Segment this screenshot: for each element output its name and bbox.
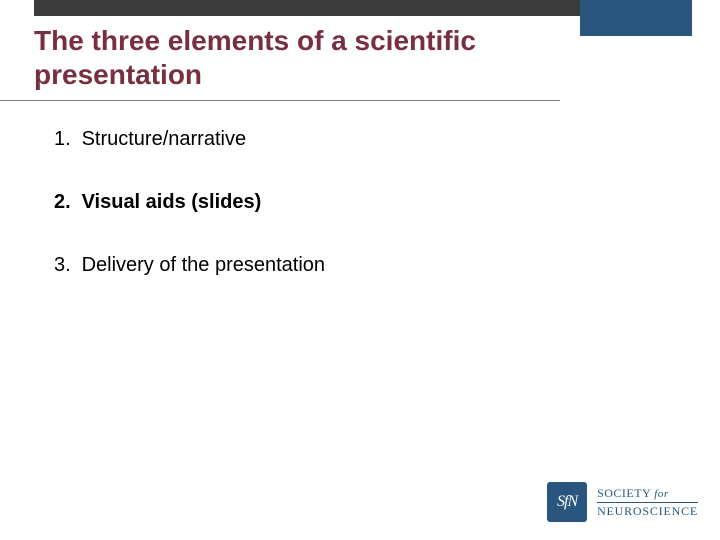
list-item: 3. Delivery of the presentation bbox=[54, 254, 614, 277]
item-number: 3. bbox=[54, 254, 76, 277]
header-bar-dark bbox=[34, 0, 580, 16]
logo-badge-text: SfN bbox=[557, 493, 577, 511]
content-list: 1. Structure/narrative 2. Visual aids (s… bbox=[54, 128, 614, 317]
logo-line1: SOCIETY for bbox=[597, 487, 698, 500]
logo-line1-a: SOCIETY bbox=[597, 486, 651, 500]
list-item: 2. Visual aids (slides) bbox=[54, 191, 614, 214]
title-divider bbox=[0, 100, 560, 101]
item-number: 1. bbox=[54, 128, 76, 151]
item-text: Visual aids (slides) bbox=[82, 191, 262, 213]
logo-line1-b: for bbox=[654, 488, 668, 500]
footer-logo: SfN SOCIETY for NEUROSCIENCE bbox=[547, 482, 698, 522]
logo-text: SOCIETY for NEUROSCIENCE bbox=[597, 487, 698, 517]
item-text: Structure/narrative bbox=[82, 128, 247, 150]
slide: The three elements of a scientific prese… bbox=[0, 0, 720, 540]
item-text: Delivery of the presentation bbox=[82, 254, 325, 276]
slide-title: The three elements of a scientific prese… bbox=[34, 24, 554, 91]
logo-line2: NEUROSCIENCE bbox=[597, 505, 698, 517]
list-item: 1. Structure/narrative bbox=[54, 128, 614, 151]
logo-divider bbox=[597, 502, 698, 503]
item-number: 2. bbox=[54, 191, 76, 214]
header-bar-blue bbox=[580, 0, 692, 36]
logo-badge-icon: SfN bbox=[547, 482, 587, 522]
